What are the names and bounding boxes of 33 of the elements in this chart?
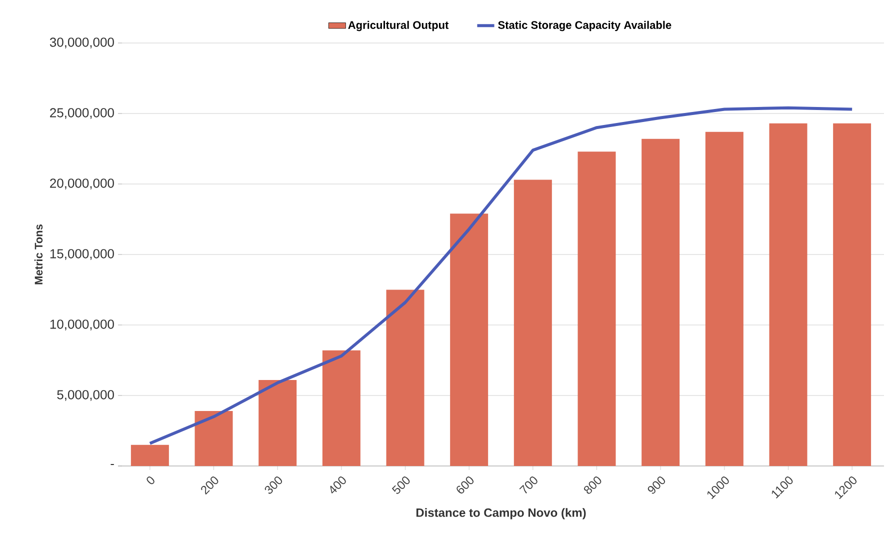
x-tick-label: 200 [201, 476, 218, 495]
bar [322, 350, 360, 466]
y-tick-label: 10,000,000 [50, 320, 114, 330]
bar [194, 410, 233, 466]
y-tick-label: 15,000,000 [50, 249, 114, 260]
bar [642, 138, 680, 466]
bar [769, 123, 808, 466]
x-tick-label: 300 [264, 476, 282, 494]
x-tick-label: 900 [648, 476, 666, 494]
bar [258, 380, 297, 466]
y-tick-label: 5,000,000 [57, 390, 114, 401]
bar [833, 123, 872, 466]
line-series [148, 106, 854, 445]
y-tick-label: 25,000,000 [50, 108, 114, 119]
x-tick-label: 800 [584, 476, 602, 494]
y-axis-title: Metric Tons [34, 224, 43, 284]
bar [386, 290, 424, 466]
bar [705, 132, 744, 466]
x-tick-label: 700 [519, 476, 538, 494]
x-tick-label: 600 [456, 476, 474, 494]
bar [450, 214, 488, 466]
y-tick-label: 30,000,000 [50, 38, 114, 48]
legend-label: Agricultural Output [348, 20, 449, 32]
bar [578, 152, 616, 466]
legend-label: Static Storage Capacity Available [498, 20, 672, 32]
y-tick-label: - [110, 464, 114, 466]
y-tick-label: 20,000,000 [50, 178, 114, 190]
x-tick-label: 500 [392, 476, 410, 494]
x-axis-title: Distance to Campo Novo (km) [416, 508, 586, 520]
x-tick-label: 0 [146, 476, 154, 484]
bar [130, 444, 169, 466]
x-tick-label: 400 [330, 476, 346, 494]
bar [514, 180, 552, 466]
